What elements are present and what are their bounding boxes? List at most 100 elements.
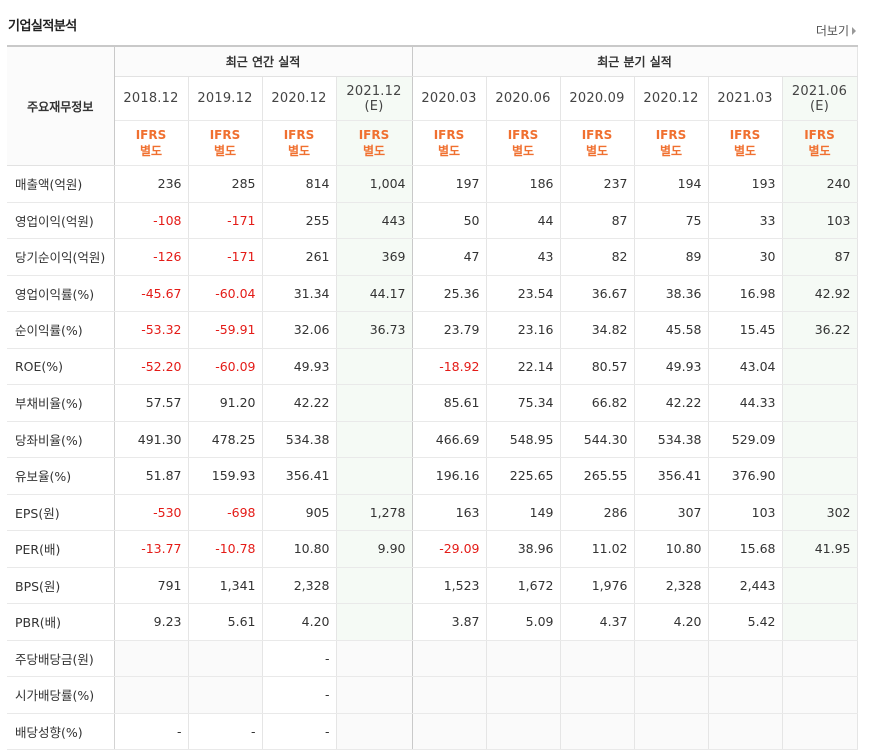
value-cell: 255 bbox=[262, 202, 337, 239]
value-cell: 42.92 bbox=[782, 274, 858, 312]
value-cell: 43.04 bbox=[708, 348, 783, 385]
value-cell: 534.38 bbox=[634, 421, 709, 458]
value-cell: 80.57 bbox=[560, 348, 635, 385]
value-cell bbox=[188, 639, 263, 677]
value-cell: 534.38 bbox=[262, 421, 337, 458]
value-cell: 87 bbox=[560, 202, 635, 239]
value-cell: 45.58 bbox=[634, 311, 709, 349]
value-cell bbox=[782, 384, 858, 422]
separate-label: 별도 bbox=[733, 144, 757, 158]
value-cell: 356.41 bbox=[634, 457, 709, 495]
row-label: 영업이익(억원) bbox=[7, 202, 115, 239]
value-cell bbox=[560, 713, 635, 750]
value-cell: 2,328 bbox=[634, 567, 709, 604]
ifrs-label: IFRS bbox=[804, 128, 835, 142]
value-cell: 548.95 bbox=[486, 421, 561, 458]
table-row: 배당성향(%) - - - bbox=[7, 713, 858, 750]
value-cell: 5.42 bbox=[708, 603, 783, 641]
value-cell: 23.79 bbox=[412, 311, 487, 349]
value-cell: -45.67 bbox=[114, 274, 189, 312]
value-cell: 10.80 bbox=[634, 530, 709, 568]
value-cell bbox=[114, 676, 189, 714]
value-cell bbox=[782, 603, 858, 641]
value-cell: 49.93 bbox=[262, 348, 337, 385]
value-cell: 3.87 bbox=[412, 603, 487, 641]
separate-label: 별도 bbox=[585, 144, 609, 158]
ifrs-label: IFRS bbox=[209, 128, 241, 142]
value-cell: 33 bbox=[708, 202, 783, 239]
value-cell: 236 bbox=[114, 165, 189, 203]
row-label: 유보율(%) bbox=[7, 457, 115, 495]
value-cell: 1,976 bbox=[560, 567, 635, 604]
value-cell: 1,523 bbox=[412, 567, 487, 604]
value-cell: 163 bbox=[412, 493, 487, 531]
value-cell bbox=[336, 639, 413, 677]
row-label: 시가배당률(%) bbox=[7, 676, 115, 714]
value-cell: - bbox=[262, 713, 337, 750]
table-row: 부채비율(%) 57.57 91.20 42.22 85.61 75.34 66.82 42.… bbox=[7, 384, 858, 422]
accounting-standard: IFRS 별도 bbox=[708, 120, 783, 166]
accounting-standard: IFRS 별도 bbox=[114, 120, 189, 166]
chevron-right-icon bbox=[852, 26, 856, 35]
value-cell: 22.14 bbox=[486, 348, 561, 385]
value-cell bbox=[634, 676, 709, 714]
value-cell: 41.95 bbox=[782, 530, 858, 568]
value-cell: 9.90 bbox=[336, 530, 413, 568]
value-cell: 193 bbox=[708, 165, 783, 203]
table-row: ROE(%) -52.20 -60.09 49.93 -18.92 22.14 80.57 4… bbox=[7, 348, 858, 385]
row-label: 순이익률(%) bbox=[7, 311, 115, 349]
value-cell: 544.30 bbox=[560, 421, 635, 458]
separate-label: 별도 bbox=[139, 144, 163, 158]
value-cell: -52.20 bbox=[114, 348, 189, 385]
table-row: 영업이익률(%) -45.67 -60.04 31.34 44.17 25.36 23.54… bbox=[7, 274, 858, 312]
table-row: BPS(원) 791 1,341 2,328 1,523 1,672 1,976 2,328 2… bbox=[7, 567, 858, 604]
table-row: 순이익률(%) -53.32 -59.91 32.06 36.73 23.79 23.16 3… bbox=[7, 311, 858, 349]
table-row: PBR(배) 9.23 5.61 4.20 3.87 5.09 4.37 4.20 5.42 bbox=[7, 603, 858, 641]
value-cell: 9.23 bbox=[114, 603, 189, 641]
value-cell: 265.55 bbox=[560, 457, 635, 495]
period-header: 2021.12 (E) bbox=[336, 76, 413, 121]
value-cell bbox=[486, 676, 561, 714]
value-cell: 32.06 bbox=[262, 311, 337, 349]
value-cell bbox=[336, 457, 413, 495]
value-cell: 36.22 bbox=[782, 311, 858, 349]
value-cell: 75 bbox=[634, 202, 709, 239]
value-cell: 196.16 bbox=[412, 457, 487, 495]
more-link[interactable]: 더보기 bbox=[816, 22, 856, 39]
value-cell: 15.45 bbox=[708, 311, 783, 349]
period-header: 2020.06 bbox=[486, 76, 561, 121]
value-cell bbox=[412, 639, 487, 677]
ifrs-label: IFRS bbox=[433, 128, 465, 142]
value-cell: 1,004 bbox=[336, 165, 413, 203]
value-cell: 47 bbox=[412, 238, 487, 276]
value-cell bbox=[634, 639, 709, 677]
value-cell: 36.67 bbox=[560, 274, 635, 312]
value-cell bbox=[782, 567, 858, 604]
value-cell: 466.69 bbox=[412, 421, 487, 458]
value-cell: 369 bbox=[336, 238, 413, 276]
value-cell bbox=[782, 713, 858, 750]
value-cell: 87 bbox=[782, 238, 858, 276]
value-cell bbox=[336, 603, 413, 641]
value-cell: - bbox=[262, 676, 337, 714]
value-cell: 261 bbox=[262, 238, 337, 276]
value-cell: 89 bbox=[634, 238, 709, 276]
value-cell: 478.25 bbox=[188, 421, 263, 458]
value-cell: -60.04 bbox=[188, 274, 263, 312]
value-cell: -108 bbox=[114, 202, 189, 239]
value-cell: 66.82 bbox=[560, 384, 635, 422]
quarter-group-header: 최근 분기 실적 bbox=[412, 45, 858, 77]
value-cell: 38.96 bbox=[486, 530, 561, 568]
value-cell: 31.34 bbox=[262, 274, 337, 312]
value-cell: 42.22 bbox=[634, 384, 709, 422]
value-cell bbox=[782, 639, 858, 677]
more-label: 더보기 bbox=[815, 24, 849, 38]
value-cell: -60.09 bbox=[188, 348, 263, 385]
value-cell: 905 bbox=[262, 493, 337, 531]
value-cell bbox=[188, 676, 263, 714]
label-column-header: 주요재무정보 bbox=[7, 45, 115, 166]
value-cell bbox=[560, 639, 635, 677]
value-cell bbox=[336, 384, 413, 422]
value-cell: 44.17 bbox=[336, 274, 413, 312]
